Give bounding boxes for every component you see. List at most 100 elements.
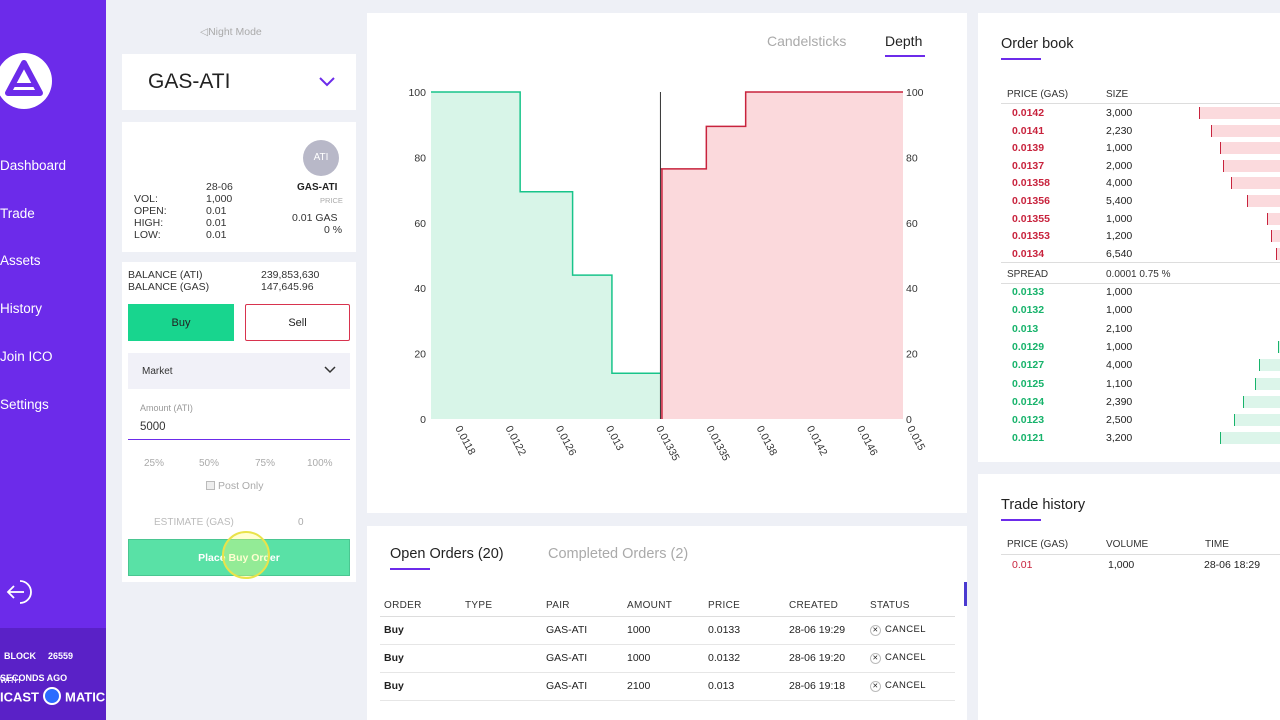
ask-depth-bar [1247, 195, 1280, 207]
pair-selector[interactable]: GAS-ATI [122, 54, 356, 110]
ask-row[interactable]: 0.01356 5,400 [1001, 192, 1280, 210]
ask-row[interactable]: 0.0141 2,230 [1001, 122, 1280, 140]
order-pair: GAS-ATI [542, 616, 623, 645]
order-created: 28-06 19:29 [785, 616, 866, 645]
checkbox-icon[interactable] [206, 481, 215, 490]
x-tick-label: 0.01335 [653, 424, 681, 463]
bid-price: 0.0127 [1012, 359, 1045, 372]
bid-row[interactable]: 0.013 2,100 [1001, 320, 1280, 338]
app-logo[interactable] [0, 53, 52, 109]
tab-depth[interactable]: Depth [885, 33, 923, 49]
cancel-button[interactable]: ✕ CANCEL [866, 644, 955, 673]
spread-value: 0.0001 0.75 % [1106, 269, 1171, 280]
order-book-title: Order book [1001, 36, 1074, 52]
table-row: Buy GAS-ATI 1000 0.0133 28-06 19:29 ✕ CAN… [380, 616, 955, 645]
ask-row[interactable]: 0.0137 2,000 [1001, 157, 1280, 175]
tab-candlesticks[interactable]: Candelsticks [767, 33, 847, 49]
ask-depth-bar [1223, 159, 1280, 172]
balance-ati-value: 239,853,630 [261, 269, 320, 281]
history-price: 0.01 [1012, 559, 1033, 571]
bid-row[interactable]: 0.0132 1,000 [1001, 301, 1280, 319]
order-side: Buy [380, 672, 461, 701]
percent-75-button[interactable]: 75% [255, 458, 276, 469]
ask-row[interactable]: 0.01353 1,200 [1001, 227, 1280, 245]
collapse-sidebar-icon[interactable] [4, 578, 32, 606]
cursor-highlight [222, 531, 270, 579]
ask-depth-bar [1267, 212, 1280, 225]
column-header: TIME [1205, 539, 1229, 550]
y-tick-label: 80 [414, 152, 426, 164]
night-mode-toggle[interactable]: ◁Night Mode [200, 26, 262, 38]
bid-depth-area [431, 92, 661, 419]
estimate-value: 0 [298, 517, 304, 528]
ask-row[interactable]: 0.01358 4,000 [1001, 174, 1280, 192]
percent-25-button[interactable]: 25% [144, 458, 165, 469]
bid-depth-bar [1220, 432, 1280, 445]
depth-chart[interactable]: 0 0 20 20 40 40 60 60 80 80 100 100 0.0118 0.0122 0.01… [367, 13, 967, 513]
stat-value: 0.01 [206, 217, 227, 229]
ask-size: 4,000 [1106, 177, 1133, 190]
percent-50-button[interactable]: 50% [199, 458, 220, 469]
column-header: VOLUME [1106, 539, 1149, 550]
ask-row[interactable]: 0.0134 6,540 [1001, 245, 1280, 263]
sidebar-item-history[interactable]: History [0, 301, 43, 316]
bid-row[interactable]: 0.0123 2,500 [1001, 411, 1280, 429]
sidebar-item-assets[interactable]: Assets [0, 253, 41, 268]
stat-label: HIGH: [134, 217, 164, 229]
tab-open-orders[interactable]: Open Orders (20) [390, 546, 504, 562]
balance-gas-label: BALANCE (GAS) [128, 281, 210, 293]
bid-row[interactable]: 0.0125 1,100 [1001, 375, 1280, 393]
order-type [461, 616, 542, 645]
y-tick-label: 20 [906, 349, 918, 361]
bid-size: 2,390 [1106, 395, 1133, 408]
ask-row[interactable]: 0.0142 3,000 [1001, 104, 1280, 122]
column-header: SIZE [1106, 89, 1129, 100]
scrollbar[interactable] [964, 582, 967, 606]
bid-row[interactable]: 0.0124 2,390 [1001, 393, 1280, 411]
buy-tab-button[interactable]: Buy [128, 304, 234, 341]
chevron-down-icon [324, 366, 336, 374]
stat-change: 0 % [324, 224, 343, 236]
brand-right: MATIC [65, 689, 106, 705]
order-type-select[interactable]: Market [128, 353, 350, 389]
order-book-card: Order book PRICE (GAS) SIZE SPREAD 0.000… [978, 13, 1280, 462]
cancel-button[interactable]: ✕ CANCEL [866, 672, 955, 701]
stat-pair: GAS-ATI [297, 182, 338, 193]
trade-history-title: Trade history [1001, 497, 1086, 513]
table-row: Buy GAS-ATI 2100 0.013 28-06 19:18 ✕ CANC… [380, 672, 955, 701]
bid-row[interactable]: 0.0133 1,000 [1001, 283, 1280, 301]
bid-row[interactable]: 0.0129 1,000 [1001, 338, 1280, 356]
sidebar-item-trade[interactable]: Trade [0, 206, 35, 221]
divider [1001, 262, 1280, 263]
cancel-button[interactable]: ✕ CANCEL [866, 616, 955, 645]
bid-size: 3,200 [1106, 432, 1133, 445]
ask-size: 2,000 [1106, 159, 1133, 172]
sidebar-item-join-ico[interactable]: Join ICO [0, 349, 53, 364]
ask-size: 1,000 [1106, 142, 1133, 155]
divider [1001, 554, 1280, 555]
ask-row[interactable]: 0.01355 1,000 [1001, 210, 1280, 228]
brand-row: ICAST MATIC [0, 687, 106, 709]
stat-date: 28-06 [206, 181, 233, 193]
ask-row[interactable]: 0.0139 1,000 [1001, 139, 1280, 157]
tab-completed-orders[interactable]: Completed Orders (2) [548, 546, 689, 562]
stat-label: OPEN: [134, 205, 167, 217]
bid-price: 0.0129 [1012, 340, 1045, 353]
x-tick-label: 0.01335 [703, 424, 731, 463]
bid-row[interactable]: 0.0121 3,200 [1001, 429, 1280, 447]
post-only-toggle[interactable]: Post Only [206, 480, 264, 492]
percent-100-button[interactable]: 100% [307, 458, 333, 469]
ask-depth-bar [1271, 230, 1280, 243]
sell-tab-button[interactable]: Sell [245, 304, 350, 341]
amount-input[interactable] [128, 414, 350, 440]
bid-row[interactable]: 0.0127 4,000 [1001, 356, 1280, 374]
sidebar-item-dashboard[interactable]: Dashboard [0, 158, 67, 173]
y-tick-label: 0 [420, 414, 426, 426]
sidebar-item-settings[interactable]: Settings [0, 397, 49, 412]
column-header: PAIR [542, 596, 623, 617]
order-pair: GAS-ATI [542, 672, 623, 701]
tab-active-indicator [885, 55, 925, 57]
bid-price: 0.0125 [1012, 377, 1045, 390]
table-header-row: ORDER TYPE PAIR AMOUNT PRICE CREATED STA… [380, 596, 955, 617]
bid-price: 0.013 [1012, 322, 1039, 335]
